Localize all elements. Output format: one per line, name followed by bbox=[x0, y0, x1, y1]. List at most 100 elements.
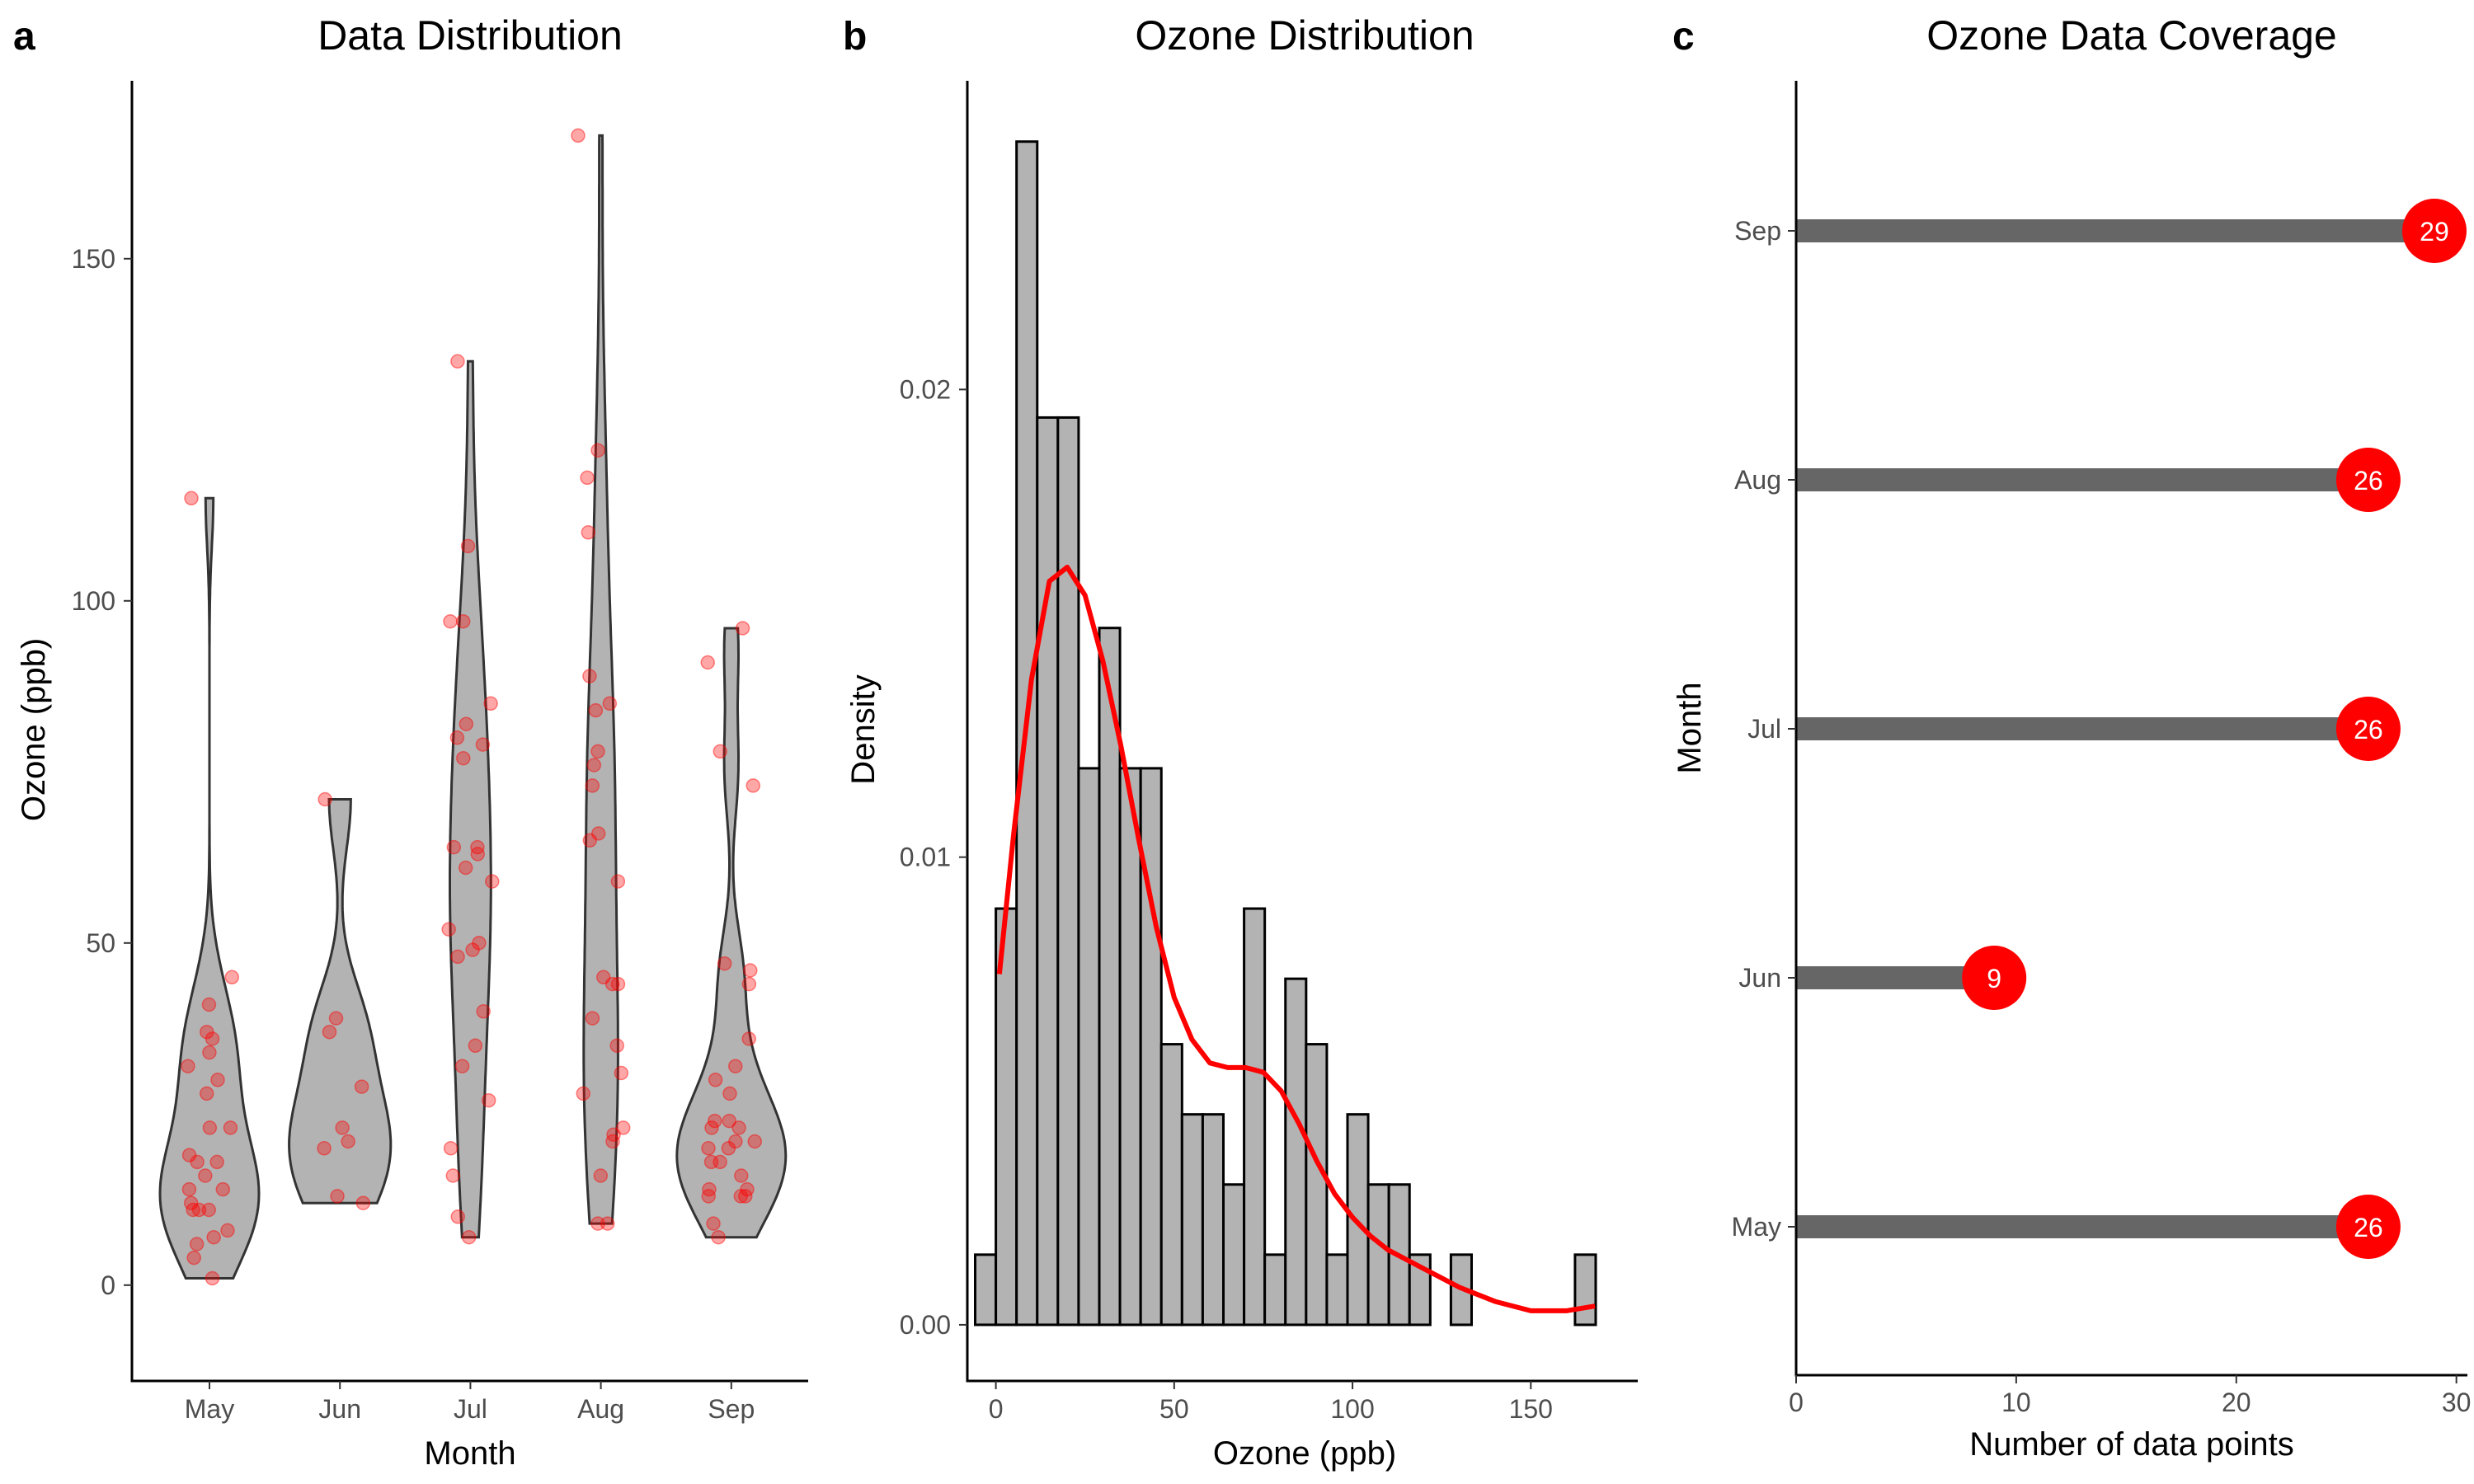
data-point-may bbox=[201, 997, 217, 1012]
data-point-aug bbox=[588, 702, 604, 718]
histogram-bar bbox=[1056, 416, 1080, 1327]
data-point-may bbox=[220, 1223, 235, 1238]
data-point-aug bbox=[604, 976, 620, 992]
histogram-bar bbox=[1098, 627, 1122, 1327]
data-point-aug bbox=[602, 696, 618, 711]
data-point-sep bbox=[706, 1216, 721, 1231]
histogram-bar bbox=[974, 1253, 998, 1327]
data-point-jul bbox=[459, 716, 474, 731]
data-point-may bbox=[186, 1202, 200, 1218]
data-point-sep bbox=[708, 1113, 722, 1129]
panel-c-y-ticks: May Jun Jul Aug Sep bbox=[1732, 216, 1796, 1242]
data-point-jun bbox=[317, 791, 332, 807]
panel-c-plot-area: 26 9 26 26 29 bbox=[1797, 199, 2467, 1259]
panel-b-y-tick-label: 0.00 bbox=[900, 1310, 951, 1340]
panel-c-y-tick-label: Sep bbox=[1734, 216, 1781, 246]
data-point-may bbox=[202, 1120, 218, 1135]
panel-b-y-tick-label: 0.02 bbox=[900, 374, 951, 404]
data-point-aug bbox=[580, 470, 595, 486]
data-point-jul bbox=[443, 613, 458, 629]
panel-a-x-tick-label: May bbox=[185, 1394, 234, 1424]
panel-b-y-tick-label: 0.01 bbox=[900, 843, 951, 872]
data-point-may bbox=[205, 1270, 220, 1286]
panel-a-y-axis-title: Ozone (ppb) bbox=[16, 638, 52, 821]
panel-c-y-tick-label: Jun bbox=[1738, 963, 1781, 993]
data-point-aug bbox=[582, 833, 598, 848]
lollipop-head-may bbox=[2335, 1195, 2401, 1259]
data-point-jul bbox=[483, 696, 498, 711]
data-point-jul bbox=[455, 613, 471, 629]
data-point-aug bbox=[616, 1120, 631, 1135]
data-point-sep bbox=[711, 1229, 726, 1245]
data-point-aug bbox=[609, 1038, 624, 1054]
panel-c-y-tick-label: Aug bbox=[1734, 465, 1781, 495]
panel-a-y-tick-label: 0 bbox=[101, 1270, 115, 1300]
data-point-jul bbox=[460, 538, 476, 554]
violin-jul bbox=[449, 359, 492, 1239]
data-point-jul bbox=[446, 839, 462, 855]
histogram-bar bbox=[1036, 416, 1060, 1327]
data-point-sep bbox=[701, 1141, 716, 1156]
data-point-jul bbox=[454, 1059, 470, 1073]
panel-a-x-tick-label: Jun bbox=[318, 1394, 361, 1424]
data-point-may bbox=[210, 1073, 225, 1087]
data-point-jul bbox=[450, 1209, 465, 1224]
data-point-sep bbox=[740, 1181, 755, 1197]
data-point-sep bbox=[722, 1086, 737, 1101]
data-point-jul bbox=[458, 860, 473, 876]
panel-letter-a: a bbox=[13, 15, 35, 59]
panel-c-x-tick-label: 0 bbox=[1789, 1388, 1804, 1417]
histogram-bar bbox=[1325, 1253, 1349, 1327]
data-point-may bbox=[215, 1181, 231, 1197]
panel-c-title: Ozone Data Coverage bbox=[1926, 12, 2337, 59]
data-point-aug bbox=[596, 970, 611, 985]
data-point-jul bbox=[461, 1229, 477, 1245]
data-point-sep bbox=[704, 1120, 719, 1135]
lollipop-head-sep bbox=[2401, 199, 2467, 263]
panel-letter-b: b bbox=[843, 15, 867, 59]
lollipop-value-label-jun: 9 bbox=[1987, 964, 2001, 993]
data-point-may bbox=[186, 1250, 201, 1266]
data-point-jul bbox=[445, 1168, 461, 1183]
panel-a-x-tick-label: Sep bbox=[708, 1394, 755, 1424]
data-point-jul bbox=[475, 737, 491, 752]
data-point-jun bbox=[322, 1024, 337, 1040]
data-point-may bbox=[181, 1181, 197, 1197]
data-point-sep bbox=[743, 963, 758, 978]
data-point-aug bbox=[593, 1168, 609, 1183]
data-point-jul bbox=[470, 839, 485, 855]
data-point-aug bbox=[605, 1134, 620, 1149]
panel-c-y-axis-title: Month bbox=[1672, 682, 1708, 773]
data-point-jul bbox=[465, 942, 480, 957]
data-point-jul bbox=[485, 874, 500, 889]
data-point-may bbox=[198, 1168, 213, 1183]
histogram-bar bbox=[1243, 907, 1267, 1327]
data-point-aug bbox=[590, 1216, 605, 1231]
panel-c-lollipop-chart: c Ozone Data Coverage 26 9 26 26 29 May Jun Ju… bbox=[1672, 12, 2471, 1463]
panel-a-y-tick-label: 150 bbox=[72, 244, 115, 274]
panel-b-x-axis-title: Ozone (ppb) bbox=[1213, 1435, 1396, 1472]
histogram-bar bbox=[1263, 1253, 1287, 1327]
data-point-may bbox=[202, 1045, 217, 1060]
panel-c-x-axis-title: Number of data points bbox=[1969, 1426, 2294, 1463]
data-point-sep bbox=[713, 1154, 727, 1170]
data-point-sep bbox=[717, 956, 732, 971]
data-point-may bbox=[183, 1195, 199, 1210]
data-point-aug bbox=[606, 1127, 621, 1142]
data-point-sep bbox=[738, 1189, 753, 1204]
data-point-jun bbox=[328, 1011, 344, 1026]
data-point-sep bbox=[731, 1120, 746, 1135]
lollipop-value-label-sep: 29 bbox=[2420, 217, 2449, 247]
data-point-jun bbox=[354, 1079, 369, 1094]
data-point-may bbox=[205, 1031, 220, 1046]
data-point-aug bbox=[582, 669, 597, 683]
panel-a-x-ticks: May Jun Jul Aug Sep bbox=[185, 1381, 755, 1424]
data-point-jul bbox=[468, 1038, 483, 1054]
data-point-jul bbox=[450, 354, 465, 369]
histogram-bar bbox=[1221, 1183, 1246, 1327]
data-point-jul bbox=[476, 1004, 491, 1019]
data-point-sep bbox=[728, 1134, 743, 1149]
data-point-aug bbox=[610, 874, 626, 889]
panel-c-x-tick-label: 20 bbox=[2222, 1388, 2251, 1417]
data-point-sep bbox=[741, 976, 757, 992]
